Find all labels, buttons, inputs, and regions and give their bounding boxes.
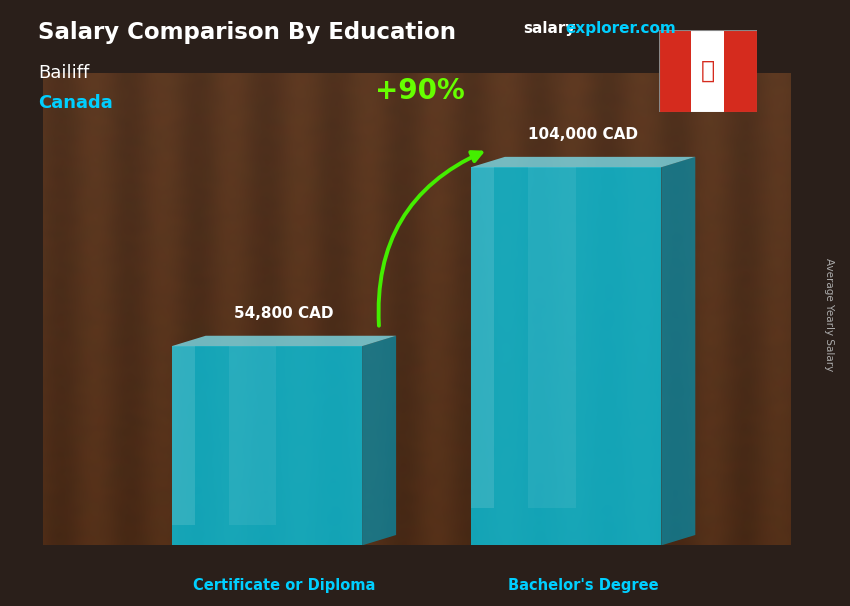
Text: Average Yearly Salary: Average Yearly Salary — [824, 259, 834, 371]
Text: 🍁: 🍁 — [700, 59, 715, 83]
Polygon shape — [471, 167, 661, 545]
Polygon shape — [362, 336, 396, 545]
Text: salary: salary — [523, 21, 575, 36]
Polygon shape — [471, 157, 695, 167]
Polygon shape — [471, 167, 494, 508]
Text: explorer.com: explorer.com — [565, 21, 676, 36]
Polygon shape — [172, 346, 195, 525]
Polygon shape — [528, 167, 575, 508]
Text: Bailiff: Bailiff — [38, 64, 89, 82]
Polygon shape — [691, 30, 724, 112]
Text: 54,800 CAD: 54,800 CAD — [234, 306, 334, 321]
Text: 104,000 CAD: 104,000 CAD — [528, 127, 638, 142]
Text: Canada: Canada — [38, 94, 113, 112]
Polygon shape — [659, 30, 691, 112]
Polygon shape — [172, 346, 362, 545]
Polygon shape — [172, 336, 396, 346]
Polygon shape — [661, 157, 695, 545]
Text: Certificate or Diploma: Certificate or Diploma — [193, 578, 375, 593]
Text: +90%: +90% — [375, 78, 465, 105]
Polygon shape — [229, 346, 276, 525]
Text: Bachelor's Degree: Bachelor's Degree — [507, 578, 659, 593]
Text: Salary Comparison By Education: Salary Comparison By Education — [38, 21, 456, 44]
Polygon shape — [724, 30, 756, 112]
